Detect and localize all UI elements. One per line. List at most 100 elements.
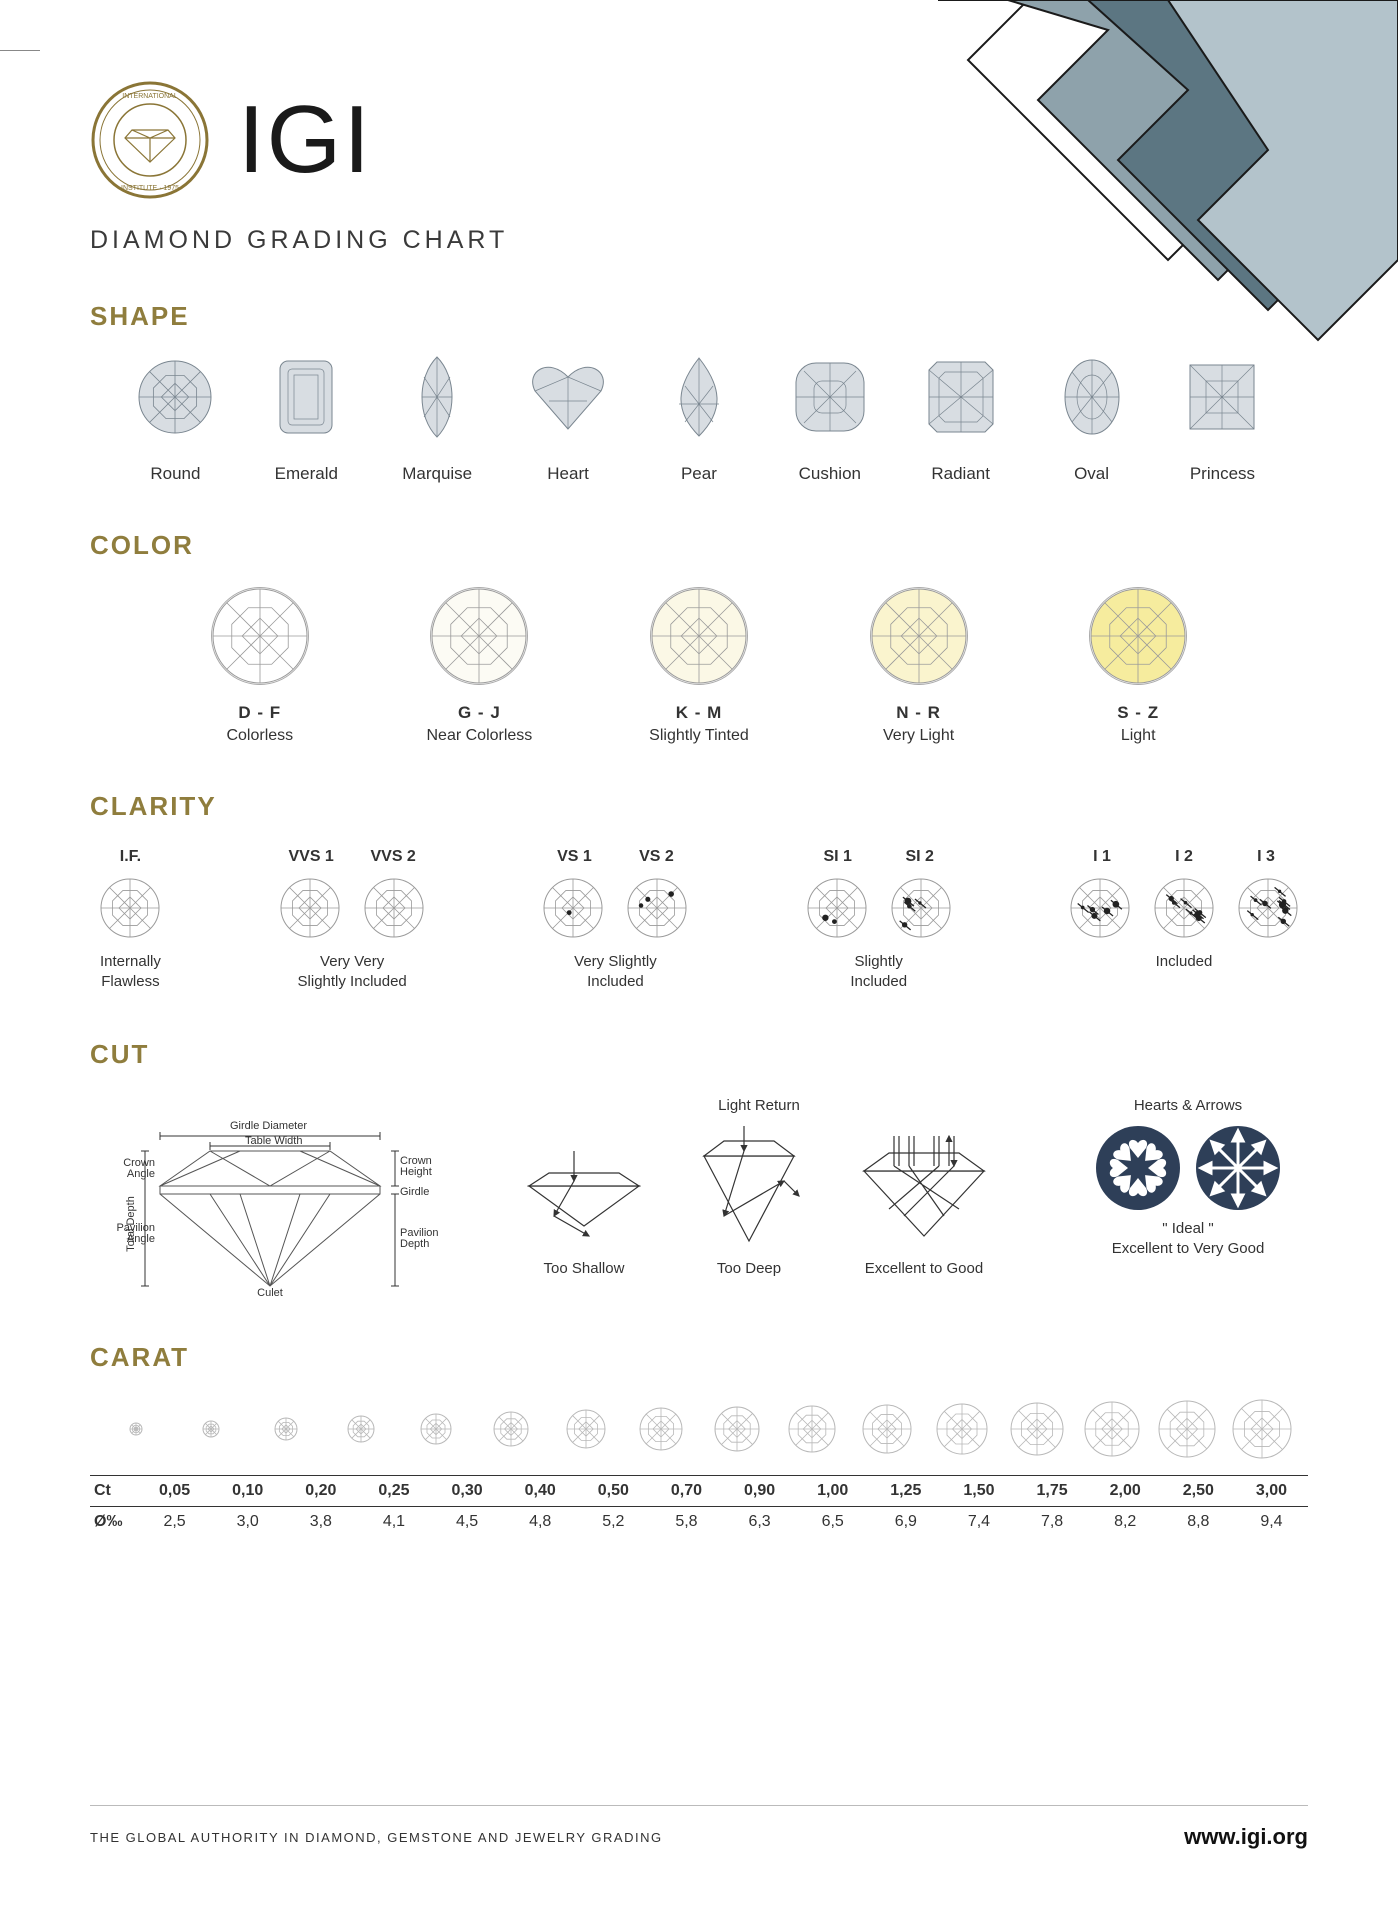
- color-range: D - F: [238, 703, 281, 723]
- shape-icon: [267, 358, 345, 436]
- clarity-label: I 3: [1239, 848, 1293, 866]
- carat-circle: [701, 1406, 773, 1452]
- carat-dia-cell: 4,8: [504, 1506, 577, 1537]
- clarity-desc: InternallyFlawless: [100, 952, 161, 993]
- clarity-label: I 2: [1157, 848, 1211, 866]
- section-title: CUT: [90, 1039, 1308, 1070]
- color-desc: Light: [1121, 727, 1156, 745]
- svg-text:Girdle Diameter: Girdle Diameter: [230, 1120, 307, 1132]
- carat-ct-cell: 1,25: [869, 1475, 942, 1506]
- color-desc: Near Colorless: [426, 727, 532, 745]
- section-color: COLOR D - F Colorless G - J Near Colorle…: [90, 530, 1308, 745]
- carat-table: Ct0,050,100,200,250,300,400,500,700,901,…: [90, 1475, 1308, 1537]
- carat-ct-cell: 0,20: [284, 1475, 357, 1506]
- carat-circle: [1001, 1402, 1073, 1456]
- color-item: S - Z Light: [1053, 587, 1223, 745]
- color-range: G - J: [458, 703, 501, 723]
- cut-too-deep: Too Deep: [689, 1121, 809, 1279]
- shape-label: Radiant: [931, 464, 990, 484]
- color-item: K - M Slightly Tinted: [614, 587, 784, 745]
- hearts-icon: [1095, 1125, 1181, 1211]
- clarity-label: VS 1: [547, 848, 601, 866]
- clarity-icon: [280, 878, 340, 938]
- footer-tagline: THE GLOBAL AUTHORITY IN DIAMOND, GEMSTON…: [90, 1830, 663, 1845]
- shape-label: Oval: [1074, 464, 1109, 484]
- carat-ct-cell: 0,90: [723, 1475, 796, 1506]
- carat-dia-cell: 8,2: [1089, 1506, 1162, 1537]
- footer-url: www.igi.org: [1184, 1824, 1308, 1850]
- svg-text:Girdle: Girdle: [400, 1186, 429, 1198]
- color-swatch: [430, 587, 528, 685]
- clarity-label: SI 1: [811, 848, 865, 866]
- footer: THE GLOBAL AUTHORITY IN DIAMOND, GEMSTON…: [90, 1805, 1308, 1850]
- shape-label: Heart: [547, 464, 589, 484]
- section-cut: CUT: [90, 1039, 1308, 1296]
- clarity-desc: Included: [1156, 952, 1213, 972]
- clarity-icon: [1154, 878, 1214, 938]
- cut-too-shallow: Too Shallow: [519, 1141, 649, 1279]
- section-title: COLOR: [90, 530, 1308, 561]
- shape-item: Pear: [639, 358, 759, 484]
- clarity-desc: Very SlightlyIncluded: [574, 952, 657, 993]
- carat-ct-cell: 0,05: [138, 1475, 211, 1506]
- carat-dia-cell: 3,0: [211, 1506, 284, 1537]
- clarity-icon: [100, 878, 160, 938]
- carat-dia-cell: 7,4: [942, 1506, 1015, 1537]
- shape-icon: [791, 358, 869, 436]
- clarity-icon: [1238, 878, 1298, 938]
- carat-circle: [100, 1422, 172, 1436]
- section-title: CARAT: [90, 1342, 1308, 1373]
- carat-ct-cell: 1,50: [942, 1475, 1015, 1506]
- carat-dia-cell: 5,2: [577, 1506, 650, 1537]
- svg-text:PavilionAngle: PavilionAngle: [116, 1222, 155, 1245]
- clarity-group: I.F. InternallyFlawless: [100, 848, 161, 993]
- clarity-icon: [807, 878, 867, 938]
- shape-icon: [660, 358, 738, 436]
- carat-ct-cell: 0,50: [577, 1475, 650, 1506]
- color-swatch: [650, 587, 748, 685]
- shape-item: Marquise: [377, 358, 497, 484]
- svg-text:Table Width: Table Width: [245, 1135, 302, 1147]
- color-item: D - F Colorless: [175, 587, 345, 745]
- carat-circle: [1076, 1401, 1148, 1457]
- section-title: CLARITY: [90, 791, 1308, 822]
- clarity-group: SI 1SI 2 SlightlyIncluded: [807, 848, 951, 993]
- carat-ct-cell: 1,75: [1016, 1475, 1089, 1506]
- clarity-label: I.F.: [103, 848, 157, 866]
- carat-dia-cell: 8,8: [1162, 1506, 1235, 1537]
- carat-dia-cell: 2,5: [138, 1506, 211, 1537]
- carat-dia-cell: 9,4: [1235, 1506, 1308, 1537]
- clarity-icon: [1070, 878, 1130, 938]
- color-desc: Colorless: [226, 727, 293, 745]
- clarity-icon: [627, 878, 687, 938]
- svg-text:Culet: Culet: [257, 1287, 283, 1296]
- shape-label: Cushion: [799, 464, 861, 484]
- carat-circle: [926, 1403, 998, 1455]
- color-swatch: [870, 587, 968, 685]
- shape-label: Princess: [1190, 464, 1255, 484]
- color-swatch: [211, 587, 309, 685]
- carat-ct-cell: 1,00: [796, 1475, 869, 1506]
- carat-circle: [250, 1417, 322, 1441]
- shape-item: Cushion: [770, 358, 890, 484]
- carat-ct-cell: 0,40: [504, 1475, 577, 1506]
- chart-subtitle: DIAMOND GRADING CHART: [90, 226, 1308, 255]
- shape-item: Heart: [508, 358, 628, 484]
- clarity-label: VVS 2: [366, 848, 420, 866]
- color-desc: Very Light: [883, 727, 954, 745]
- svg-text:INTERNATIONAL: INTERNATIONAL: [122, 93, 178, 100]
- shape-icon: [398, 358, 476, 436]
- clarity-icon: [891, 878, 951, 938]
- section-carat: CARAT: [90, 1342, 1308, 1537]
- igi-seal-icon: INTERNATIONAL INSTITUTE · 1975: [90, 80, 210, 200]
- clarity-desc: SlightlyIncluded: [850, 952, 907, 993]
- svg-text:CrownAngle: CrownAngle: [123, 1157, 155, 1180]
- light-return-title: Light Return: [718, 1096, 800, 1116]
- carat-ct-cell: 0,30: [431, 1475, 504, 1506]
- color-range: S - Z: [1117, 703, 1159, 723]
- carat-dia-cell: 6,9: [869, 1506, 942, 1537]
- cut-excellent-good: Excellent to Good: [849, 1131, 999, 1279]
- color-range: N - R: [896, 703, 941, 723]
- clarity-group: VVS 1VVS 2 Very VerySlightly Included: [280, 848, 424, 993]
- color-swatch: [1089, 587, 1187, 685]
